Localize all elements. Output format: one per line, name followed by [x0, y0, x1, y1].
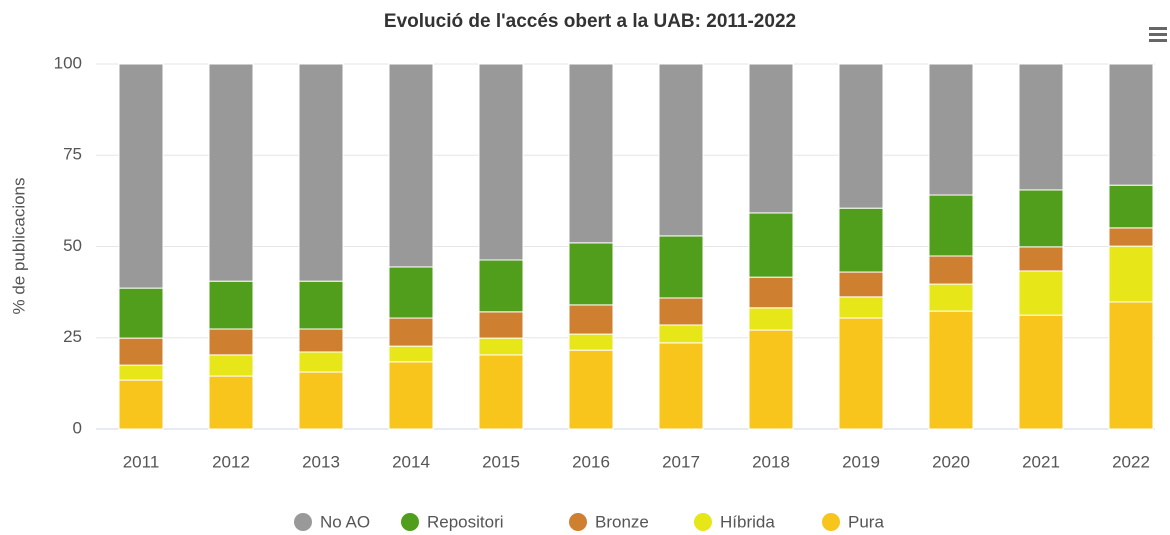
legend-swatch: [822, 513, 840, 531]
menu-bar: [1149, 33, 1167, 36]
x-tick-label: 2017: [662, 452, 700, 471]
bar-segment: [658, 342, 704, 430]
bar-segment: [388, 266, 434, 319]
legend-label: Repositori: [427, 512, 504, 531]
menu-bar: [1149, 39, 1167, 42]
bar-segment: [298, 351, 344, 373]
bar-segment: [298, 371, 344, 430]
bar-segment: [748, 63, 794, 214]
bar-segment: [208, 354, 254, 377]
bar-segment: [118, 337, 164, 366]
bar-segment: [388, 317, 434, 347]
bar-segment: [208, 375, 254, 430]
y-tick-label: 75: [63, 145, 82, 164]
x-tick-label: 2016: [572, 452, 610, 471]
legend-swatch: [401, 513, 419, 531]
bar-segment: [568, 63, 614, 244]
y-tick-label: 50: [63, 236, 82, 255]
legend-label: Bronze: [595, 512, 649, 531]
bar-segment: [838, 271, 884, 298]
bar-segment: [928, 63, 974, 196]
bar-segment: [568, 349, 614, 430]
bar-segment: [388, 361, 434, 430]
bar-segment: [1108, 63, 1154, 186]
bar-segment: [838, 317, 884, 430]
legend-label: No AO: [320, 512, 370, 531]
bar-segment: [118, 287, 164, 339]
chart-title: Evolució de l'accés obert a la UAB: 2011…: [384, 11, 796, 32]
bar-segment: [388, 63, 434, 268]
bar-segment: [928, 310, 974, 430]
bar-segment: [1108, 301, 1154, 430]
bar-segment: [1018, 246, 1064, 272]
legend-swatch: [694, 513, 712, 531]
bar-segment: [658, 63, 704, 237]
y-tick-label: 25: [63, 327, 82, 346]
menu-icon[interactable]: [1149, 27, 1167, 42]
bar-segment: [568, 333, 614, 351]
bar-segment: [478, 311, 524, 339]
bar-segment: [118, 364, 164, 381]
x-tick-label: 2020: [932, 452, 970, 471]
bar-segment: [1108, 184, 1154, 229]
bar-segment: [1018, 314, 1064, 430]
bar-segment: [478, 259, 524, 313]
bar-segment: [1018, 63, 1064, 191]
bar-segment: [838, 207, 884, 273]
bar-segment: [748, 276, 794, 309]
bar-segment: [1018, 189, 1064, 248]
bar-segment: [928, 194, 974, 257]
y-axis-label: % de publicacions: [9, 177, 28, 314]
bar-segment: [118, 379, 164, 430]
bar-segment: [478, 337, 524, 356]
legend-swatch: [569, 513, 587, 531]
bar-segment: [658, 235, 704, 299]
bar-segment: [568, 242, 614, 306]
x-tick-label: 2015: [482, 452, 520, 471]
bar-segment: [658, 324, 704, 344]
y-tick-label: 0: [73, 418, 82, 437]
x-tick-label: 2018: [752, 452, 790, 471]
bar-segment: [748, 212, 794, 278]
bar-segment: [1018, 270, 1064, 316]
bar-segment: [928, 255, 974, 285]
x-tick-label: 2012: [212, 452, 250, 471]
bar-segment: [208, 280, 254, 330]
bar-segment: [298, 328, 344, 353]
bar-segment: [388, 345, 434, 363]
x-tick-label: 2013: [302, 452, 340, 471]
x-tick-label: 2014: [392, 452, 430, 471]
legend-label: Pura: [848, 512, 884, 531]
x-tick-label: 2022: [1112, 452, 1150, 471]
y-tick-label: 100: [54, 53, 82, 72]
menu-bar: [1149, 27, 1167, 30]
bar-segment: [928, 283, 974, 312]
bar-segment: [838, 296, 884, 319]
bar-segment: [118, 63, 164, 289]
bar-segment: [748, 329, 794, 430]
bar-segment: [748, 307, 794, 331]
bar-segment: [658, 297, 704, 326]
bar-segment: [478, 354, 524, 430]
bar-segment: [298, 280, 344, 330]
bar-segment: [208, 63, 254, 282]
legend-swatch: [294, 513, 312, 531]
bar-segment: [1108, 227, 1154, 247]
x-tick-label: 2021: [1022, 452, 1060, 471]
x-tick-label: 2011: [123, 452, 160, 471]
bar-segment: [298, 63, 344, 282]
bar-segment: [568, 304, 614, 335]
legend-label: Híbrida: [720, 512, 775, 531]
bar-segment: [478, 63, 524, 261]
x-tick-label: 2019: [842, 452, 880, 471]
bar-segment: [208, 328, 254, 356]
bar-segment: [838, 63, 884, 209]
bar-segment: [1108, 245, 1154, 303]
